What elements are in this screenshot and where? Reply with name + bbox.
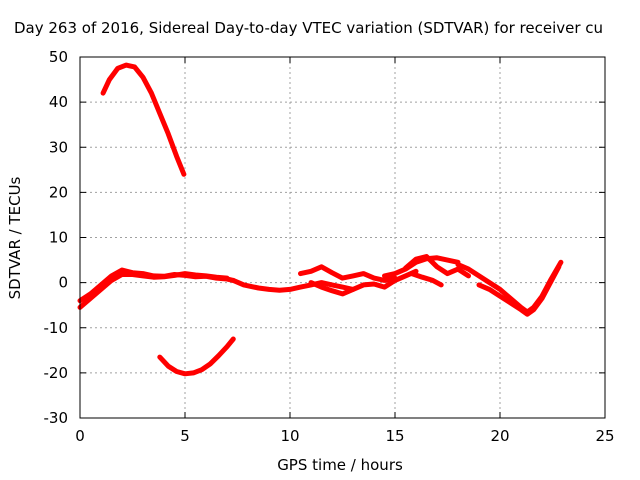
x-tick-label: 10 bbox=[280, 427, 299, 445]
y-tick-label: -10 bbox=[44, 319, 69, 337]
series-line-baseline-b bbox=[77, 267, 236, 304]
series-line-mid-c bbox=[308, 268, 419, 297]
series-line-hump-a bbox=[382, 255, 461, 279]
y-tick-label: -30 bbox=[44, 409, 69, 427]
tick-labels: 0 5 10 15 20 25 -30 -20 -10 0 10 20 30 40 50 bbox=[44, 48, 615, 445]
chart-title: Day 263 of 2016, Sidereal Day-to-day VTE… bbox=[14, 19, 603, 37]
x-tick-label: 5 bbox=[180, 427, 190, 445]
y-tick-label: 20 bbox=[49, 183, 68, 201]
y-tick-label: 40 bbox=[49, 93, 68, 111]
x-tick-label: 15 bbox=[385, 427, 404, 445]
series-line-hump-b bbox=[403, 254, 471, 279]
y-axis-title: SDTVAR / TECUs bbox=[6, 176, 24, 299]
y-tick-label: 30 bbox=[49, 138, 68, 156]
y-tick-label: 10 bbox=[49, 229, 68, 247]
plot-frame bbox=[79, 56, 606, 419]
y-tick-label: 0 bbox=[58, 274, 68, 292]
x-tick-label: 20 bbox=[490, 427, 509, 445]
series-line-hump-c bbox=[409, 271, 444, 288]
data-series bbox=[77, 62, 564, 377]
series-line-mid-b bbox=[298, 264, 398, 283]
y-tick-label: -20 bbox=[44, 364, 69, 382]
series-line-arc-low bbox=[157, 336, 236, 377]
x-tick-label: 0 bbox=[75, 427, 85, 445]
x-axis-title: GPS time / hours bbox=[277, 456, 403, 474]
y-tick-label: 50 bbox=[49, 48, 68, 66]
grid-lines bbox=[80, 57, 605, 418]
series-line-tail-b bbox=[476, 264, 562, 317]
x-tick-label: 25 bbox=[595, 427, 614, 445]
series-line-mid-a bbox=[230, 277, 356, 293]
series-line-arc-high bbox=[100, 62, 187, 177]
